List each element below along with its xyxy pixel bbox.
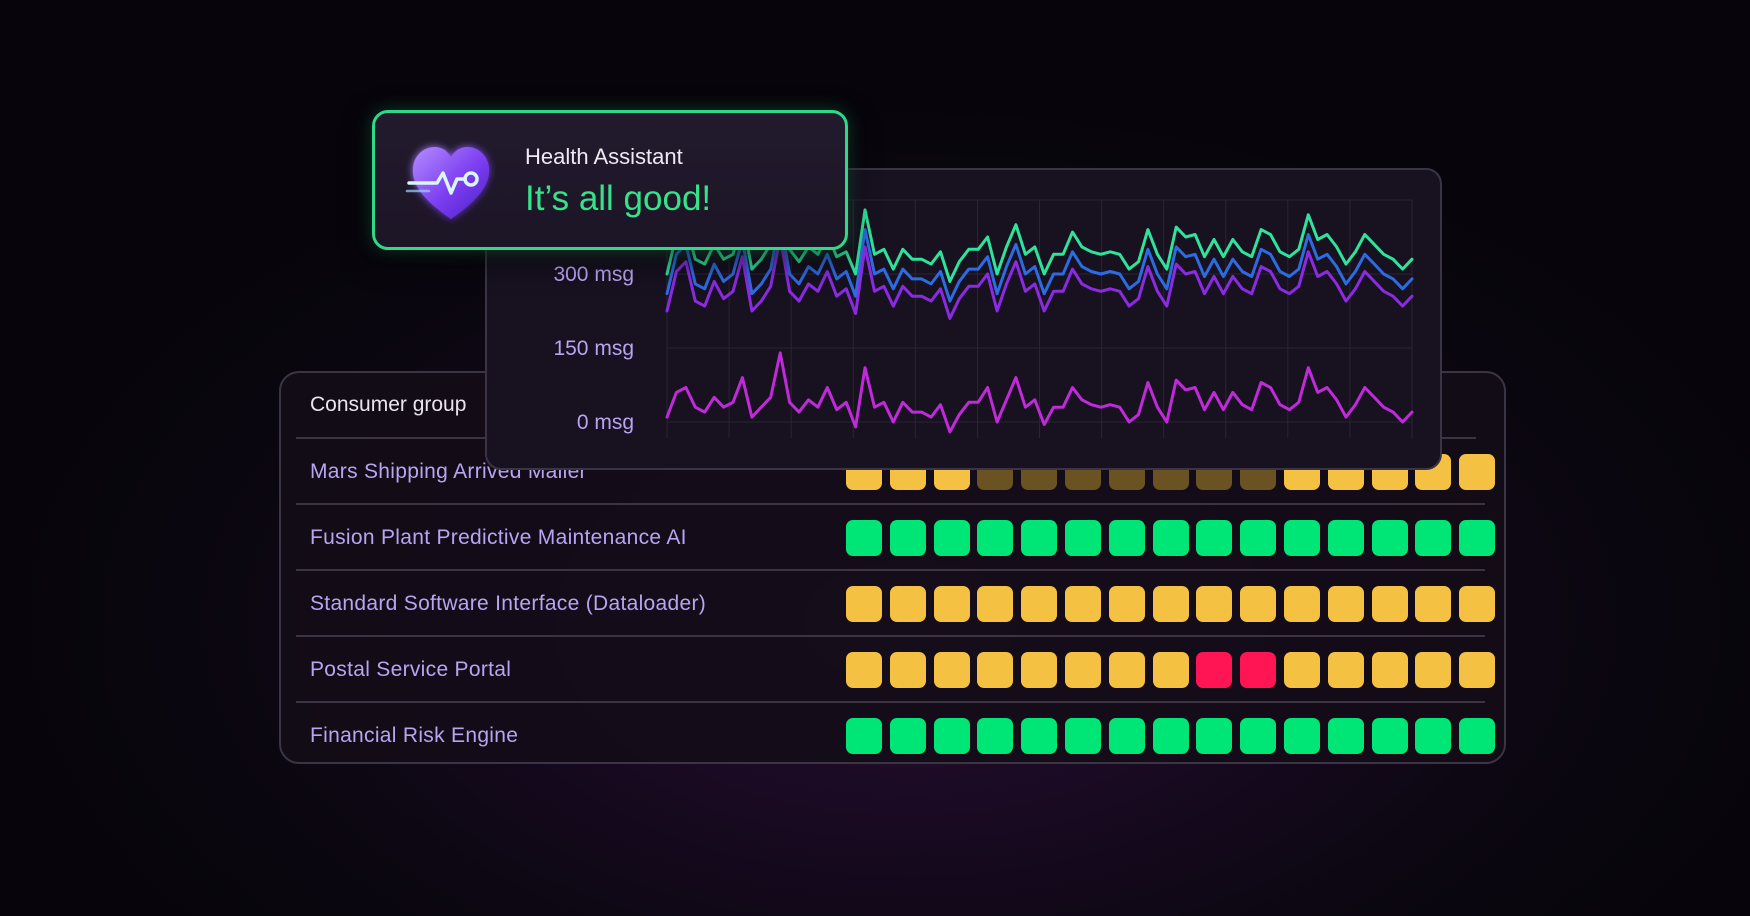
status-cell-ok[interactable] [1196,520,1233,556]
status-cell-warn[interactable] [1415,586,1452,622]
status-cell-warn[interactable] [1108,586,1145,622]
status-cell-ok[interactable] [1152,718,1189,754]
y-tick-label: 0 msg [577,411,634,434]
status-cell-warn[interactable] [1459,454,1496,490]
status-cell-ok[interactable] [1065,718,1101,754]
status-cell-warn[interactable] [933,652,970,688]
status-cell-ok[interactable] [977,718,1014,754]
status-cell-warn[interactable] [846,652,882,688]
chart-grid [666,199,1413,438]
status-cell-ok[interactable] [1021,520,1058,556]
status-cell-error[interactable] [1240,652,1277,688]
status-cell-warn[interactable] [1065,652,1101,688]
status-cell-warn[interactable] [1196,586,1233,622]
status-cell-ok[interactable] [846,520,882,556]
series-line-2 [665,235,1414,320]
y-tick-label: 300 msg [553,263,634,286]
status-cell-warn[interactable] [1327,586,1364,622]
series-line-0 [665,198,1414,283]
status-cell-warn[interactable] [1240,586,1277,622]
chart-svg: 0 msg 150 msg 300 msg [553,198,1414,438]
y-tick-label: 150 msg [553,337,634,360]
status-cell-ok[interactable] [1415,718,1452,754]
status-cell-warn[interactable] [846,586,882,622]
consumer-group-header: Consumer group [310,393,467,416]
status-cell-ok[interactable] [1284,520,1320,556]
status-cell-error[interactable] [1196,652,1233,688]
series-line-1 [665,218,1414,303]
status-cell-warn[interactable] [1459,586,1496,622]
status-cell-ok[interactable] [1459,520,1496,556]
consumer-group-name: Financial Risk Engine [310,724,519,747]
health-status-text: It’s all good! [525,179,712,218]
status-cell-ok[interactable] [1415,520,1452,556]
status-cell-ok[interactable] [889,520,926,556]
status-cell-warn[interactable] [1065,586,1101,622]
table-row[interactable]: Financial Risk Engine [296,703,1497,769]
consumer-group-name: Fusion Plant Predictive Maintenance AI [310,526,687,549]
row-divider [296,503,1485,505]
health-assistant-card[interactable]: Health Assistant It’s all good! [372,110,848,250]
status-cell-warn[interactable] [1371,586,1408,622]
status-cell-warn[interactable] [1021,586,1058,622]
status-cell-ok[interactable] [889,718,926,754]
status-cell-warn[interactable] [977,652,1014,688]
table-row[interactable]: Postal Service Portal [296,637,1497,703]
status-cell-ok[interactable] [1021,718,1058,754]
status-cell-warn[interactable] [1021,652,1058,688]
row-divider [296,569,1485,571]
status-cell-warn[interactable] [1284,586,1320,622]
status-cell-ok[interactable] [846,718,882,754]
status-cell-ok[interactable] [1327,520,1364,556]
status-cell-ok[interactable] [933,718,970,754]
status-cell-ok[interactable] [933,520,970,556]
y-axis-ticks: 0 msg 150 msg 300 msg [553,263,634,434]
status-cell-ok[interactable] [1240,718,1277,754]
status-cell-warn[interactable] [1152,586,1189,622]
status-cell-ok[interactable] [1371,718,1408,754]
status-cell-ok[interactable] [1108,520,1145,556]
heartbeat-heart-icon [405,139,497,225]
table-row[interactable]: Fusion Plant Predictive Maintenance AI [296,505,1497,571]
status-cell-ok[interactable] [1459,718,1496,754]
status-cell-warn[interactable] [1415,652,1452,688]
status-cell-warn[interactable] [1108,652,1145,688]
row-divider [296,635,1485,637]
status-cell-ok[interactable] [1152,520,1189,556]
status-cell-warn[interactable] [1152,652,1189,688]
series-line-3 [665,351,1414,434]
status-cell-warn[interactable] [889,652,926,688]
status-cell-warn[interactable] [977,586,1014,622]
status-cell-ok[interactable] [1327,718,1364,754]
table-row[interactable]: Standard Software Interface (Dataloader) [296,571,1497,637]
health-assistant-title: Health Assistant [525,144,683,169]
consumer-group-name: Standard Software Interface (Dataloader) [310,592,707,615]
status-cell-ok[interactable] [977,520,1014,556]
status-cell-ok[interactable] [1240,520,1277,556]
status-cell-warn[interactable] [1327,652,1364,688]
status-cell-ok[interactable] [1108,718,1145,754]
status-cell-warn[interactable] [933,586,970,622]
status-cell-warn[interactable] [1284,652,1320,688]
status-cell-ok[interactable] [1284,718,1320,754]
status-cell-ok[interactable] [1196,718,1233,754]
status-cell-warn[interactable] [1459,652,1496,688]
consumer-group-name: Postal Service Portal [310,658,512,681]
status-cell-warn[interactable] [889,586,926,622]
status-cell-warn[interactable] [1371,652,1408,688]
chart-series [665,198,1414,434]
status-cell-ok[interactable] [1371,520,1408,556]
row-divider [296,701,1485,703]
status-cell-ok[interactable] [1065,520,1101,556]
